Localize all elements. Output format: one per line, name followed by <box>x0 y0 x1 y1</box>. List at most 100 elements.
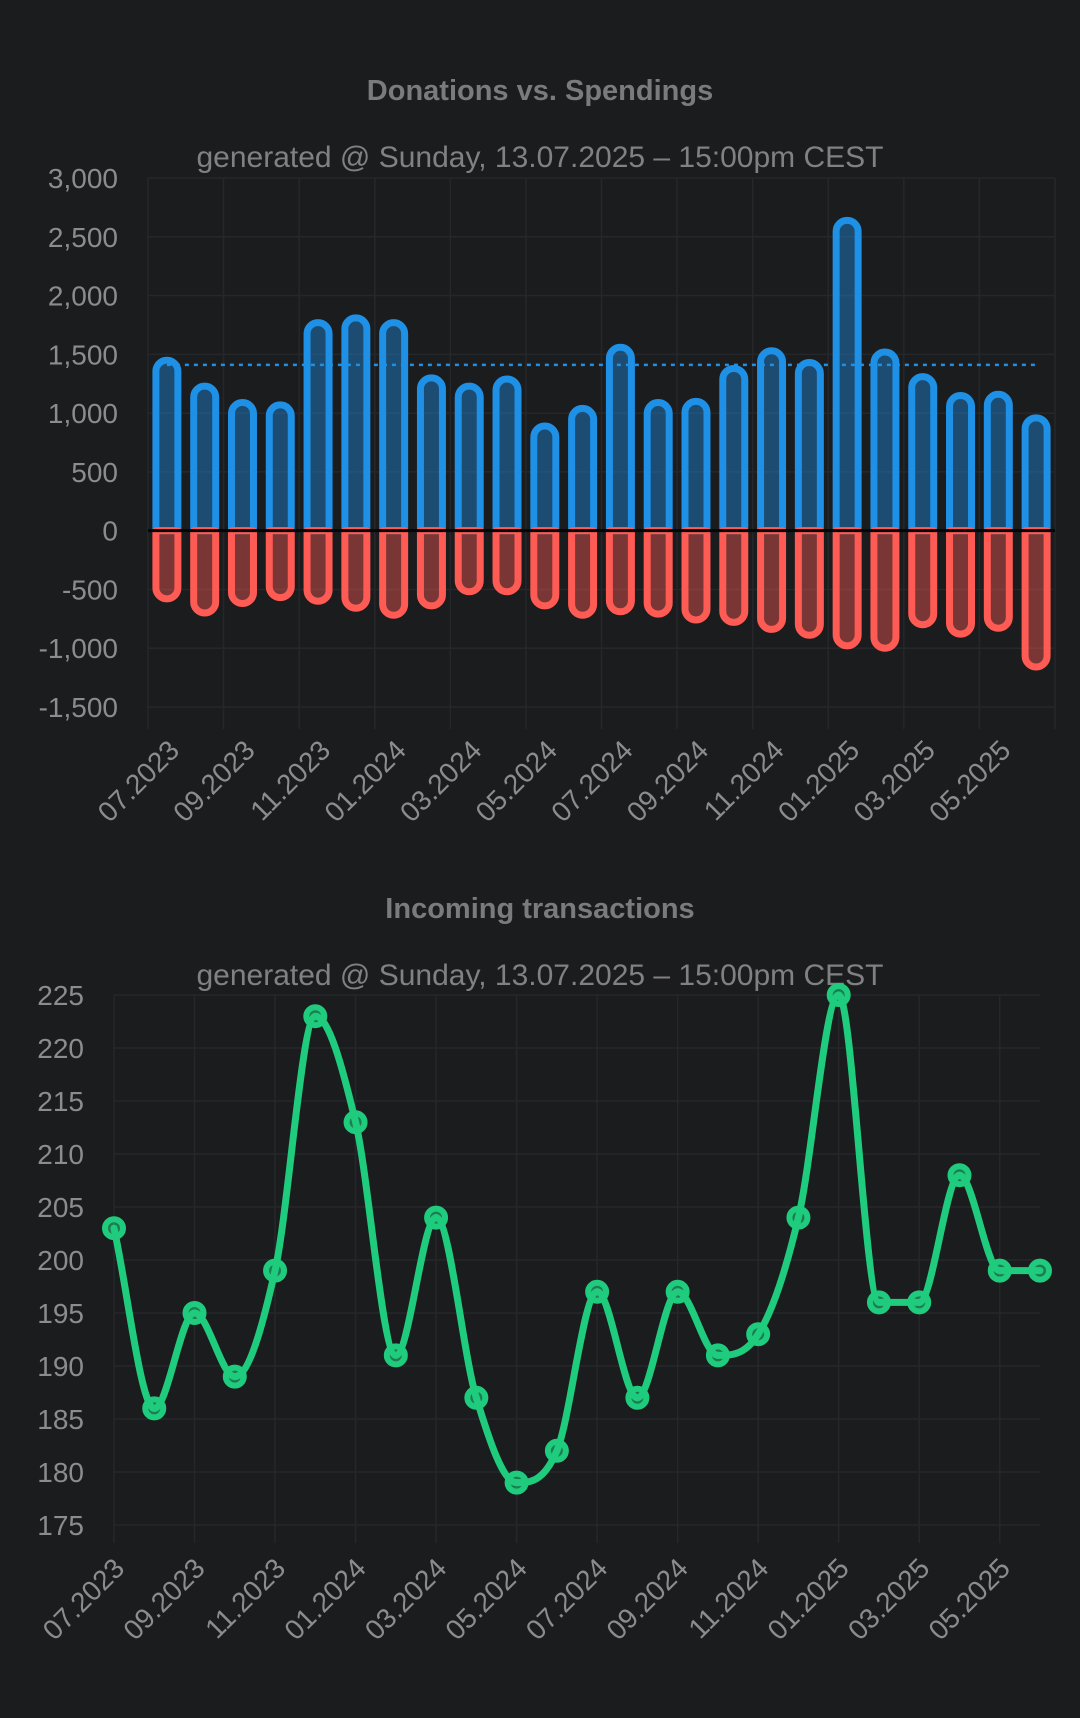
spending-bar <box>681 527 711 624</box>
transactions-point <box>142 1396 167 1421</box>
transactions-chart-subtitle: generated @ Sunday, 13.07.2025 – 15:00pm… <box>196 959 883 992</box>
donations-chart-title: Donations vs. Spendings <box>367 75 713 107</box>
donations-x-tick-label: 03.2024 <box>394 734 487 827</box>
donations-x-tick-label: 05.2025 <box>923 734 1016 827</box>
transactions-line-segment <box>150 1309 198 1412</box>
donations-y-tick-label: 2,000 <box>48 281 118 312</box>
transactions-line-segment <box>956 1171 1004 1275</box>
transactions-x-axis: 07.202309.202311.202301.202403.202405.20… <box>37 1552 1016 1645</box>
transactions-line-segment <box>915 1171 963 1306</box>
donation-bar <box>832 216 862 535</box>
donations-grid <box>147 177 1056 729</box>
transactions-line-segment <box>432 1214 480 1402</box>
transactions-line-segment <box>472 1394 521 1487</box>
transactions-x-tick-label: 05.2024 <box>439 1552 532 1645</box>
donation-bar <box>794 359 824 535</box>
transactions-line-segment <box>633 1288 682 1402</box>
spending-bar <box>908 527 938 629</box>
transactions-y-tick-label: 180 <box>37 1457 84 1488</box>
donations-chart: Donations vs. Spendings generated @ Sund… <box>39 75 1056 828</box>
transactions-point <box>182 1301 207 1325</box>
spending-bar <box>341 527 371 612</box>
donations-y-tick-label: 3,000 <box>48 163 118 194</box>
transactions-y-tick-label: 210 <box>37 1139 84 1170</box>
transactions-point <box>665 1279 690 1304</box>
donation-bar <box>946 392 976 535</box>
spending-bar <box>530 527 560 610</box>
spending-bar <box>416 527 446 610</box>
transactions-point <box>907 1290 932 1315</box>
transactions-x-tick-label: 09.2024 <box>600 1552 693 1645</box>
spending-bar <box>568 527 598 619</box>
donation-bar <box>492 375 522 535</box>
transactions-line-segment <box>311 1012 360 1126</box>
spending-bar <box>492 527 522 596</box>
spending-bar <box>946 527 976 638</box>
transactions-grid <box>113 994 1040 1543</box>
transactions-line-segment <box>231 1267 279 1381</box>
transactions-x-tick-label: 09.2023 <box>117 1552 210 1645</box>
donation-bar <box>454 382 484 535</box>
spending-bar <box>303 527 333 605</box>
transactions-point <box>1028 1258 1052 1283</box>
donations-y-tick-label: 1,000 <box>48 398 118 429</box>
transactions-point <box>504 1470 529 1495</box>
transactions-line-segment <box>553 1288 601 1455</box>
spending-bar <box>152 527 182 603</box>
donations-y-tick-label: -1,000 <box>39 633 118 664</box>
transactions-point <box>947 1163 972 1188</box>
donations-y-tick-label: 500 <box>71 457 118 488</box>
transactions-point <box>585 1279 610 1304</box>
transactions-line-segment <box>754 1214 802 1338</box>
spending-bar <box>605 527 635 616</box>
donations-bars <box>148 216 1055 671</box>
transactions-x-tick-label: 05.2025 <box>922 1552 1015 1645</box>
spending-bar <box>832 527 862 650</box>
donations-y-tick-label: -1,500 <box>39 692 118 723</box>
donations-x-tick-label: 07.2024 <box>545 734 638 827</box>
transactions-line <box>102 983 1052 1495</box>
donation-bar <box>568 404 598 535</box>
donation-bar <box>416 374 446 535</box>
transactions-line-segment <box>593 1288 641 1402</box>
donation-bar <box>870 348 900 535</box>
transactions-x-tick-label: 07.2024 <box>520 1552 613 1645</box>
transactions-x-tick-label: 07.2023 <box>37 1552 130 1645</box>
transactions-chart-title: Incoming transactions <box>385 893 694 925</box>
transactions-point <box>826 983 851 1007</box>
transactions-x-tick-label: 11.2024 <box>682 1552 774 1644</box>
spending-bar <box>1021 527 1051 671</box>
donation-bar <box>681 397 711 535</box>
transactions-point <box>383 1343 408 1368</box>
transactions-point <box>464 1385 489 1410</box>
donation-bar <box>303 319 333 535</box>
transactions-x-tick-label: 01.2024 <box>278 1552 371 1645</box>
transactions-point <box>625 1385 650 1410</box>
transactions-line-segment <box>794 991 843 1222</box>
donation-bar <box>1021 414 1051 535</box>
donation-bar <box>530 422 560 535</box>
transactions-y-tick-label: 220 <box>37 1033 84 1064</box>
transactions-point <box>263 1258 288 1283</box>
transactions-point <box>102 1216 126 1241</box>
spending-bar <box>794 527 824 639</box>
transactions-x-tick-label: 01.2025 <box>761 1552 854 1645</box>
donation-bar <box>190 382 220 535</box>
donation-bar <box>643 399 673 535</box>
transactions-line-segment <box>352 1118 400 1359</box>
donations-x-tick-label: 01.2025 <box>772 734 865 827</box>
transactions-point <box>343 1110 368 1135</box>
transactions-point <box>746 1322 771 1347</box>
donations-y-axis: 3,000 2,500 2,000 1,500 1,000 500 0 -500 -1,000 -… <box>39 163 118 723</box>
transactions-line-segment <box>271 1012 319 1275</box>
donation-bar <box>227 399 257 535</box>
transactions-point <box>424 1205 449 1230</box>
transactions-point <box>222 1364 247 1389</box>
transactions-y-tick-label: 185 <box>37 1404 84 1435</box>
transactions-y-tick-label: 205 <box>37 1192 84 1223</box>
transactions-point <box>987 1258 1012 1283</box>
donation-bar <box>719 365 749 535</box>
transactions-x-tick-label: 11.2023 <box>199 1552 291 1644</box>
